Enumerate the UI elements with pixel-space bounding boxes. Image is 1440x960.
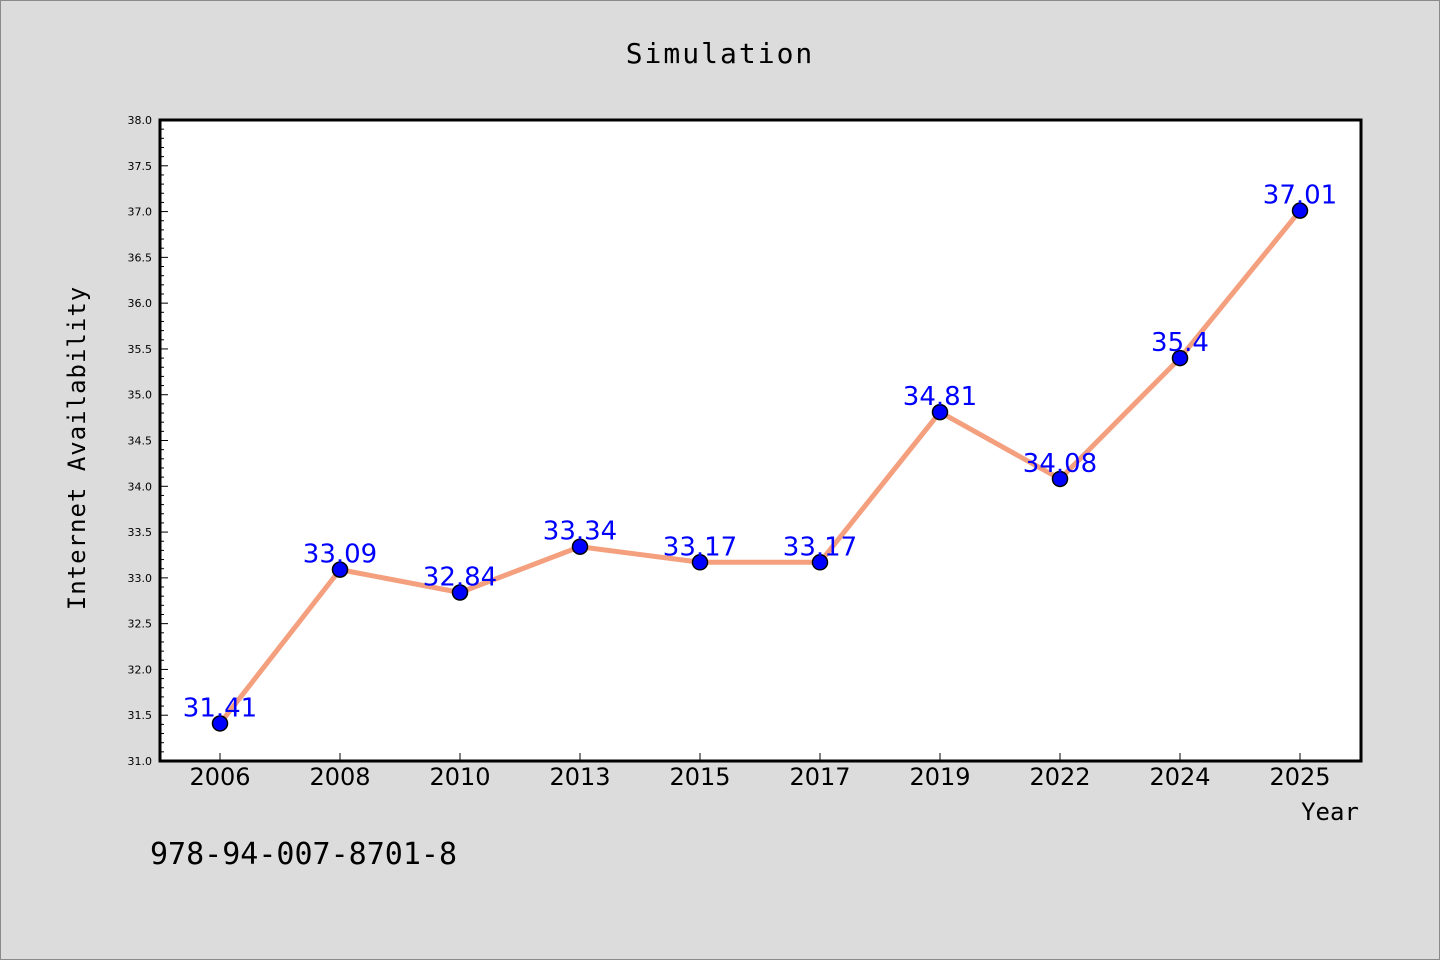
data-point — [331, 561, 349, 578]
series-path — [218, 209, 1302, 725]
y-tick-label: 32.0 — [128, 663, 153, 676]
plot-area — [160, 120, 1361, 761]
series-line: 31.41 33.09 32.84 33.34 33.17 33.17 34.81 34.08… — [183, 181, 1337, 732]
x-tick-label: 2015 — [669, 763, 730, 791]
x-tick-label: 2017 — [789, 763, 850, 791]
y-tick-label: 37.0 — [128, 206, 153, 219]
data-label: 35.4 — [1151, 328, 1209, 358]
y-tick-label: 34.0 — [128, 480, 153, 493]
data-point — [1171, 349, 1189, 367]
y-tick-label: 35.5 — [128, 343, 153, 356]
x-tick-label: 2025 — [1269, 763, 1330, 791]
y-tick-label: 32.5 — [128, 618, 153, 631]
y-tick-label: 36.5 — [128, 251, 153, 264]
x-tick-label: 2006 — [189, 763, 250, 791]
y-tick-label: 37.5 — [128, 160, 153, 173]
x-axis-label: Year — [1301, 798, 1359, 826]
x-tick-label: 2019 — [909, 763, 970, 791]
y-tick-label: 31.0 — [128, 755, 153, 768]
y-tick-label: 34.5 — [128, 435, 153, 448]
plot-frame — [158, 118, 1363, 763]
data-point — [1291, 202, 1309, 219]
data-label: 37.01 — [1263, 181, 1337, 211]
data-point — [571, 538, 589, 555]
y-tick-label: 33.0 — [128, 572, 153, 585]
data-point — [451, 584, 469, 601]
data-point — [811, 554, 829, 571]
data-label: 33.17 — [783, 532, 857, 562]
y-axis: 31.0 31.5 32.0 32.5 33.0 33.5 34.0 34.5 35.0 35.5… — [128, 114, 168, 768]
y-tick-label: 33.5 — [128, 526, 153, 539]
y-tick-label: 35.0 — [128, 389, 153, 402]
chart-title: Simulation — [626, 37, 815, 70]
x-tick-label: 2013 — [549, 763, 610, 791]
data-point — [1051, 470, 1069, 488]
data-point — [691, 554, 709, 571]
data-label: 33.34 — [543, 517, 617, 547]
x-tick-label: 2024 — [1149, 763, 1210, 791]
data-point — [931, 403, 949, 421]
y-tick-label: 38.0 — [128, 114, 153, 127]
data-point — [211, 715, 229, 732]
x-tick-label: 2010 — [429, 763, 490, 791]
x-axis: 2006 2008 2010 2013 2015 2017 2019 2022 2024 2025 — [189, 753, 1331, 791]
data-label: 33.09 — [303, 540, 377, 570]
x-tick-label: 2008 — [309, 763, 370, 791]
data-label: 33.17 — [663, 532, 737, 562]
isbn-annotation: 978-94-007-8701-8 — [150, 837, 457, 872]
y-tick-label: 31.5 — [128, 709, 153, 722]
data-label: 34.08 — [1023, 449, 1097, 479]
data-label: 34.81 — [903, 382, 977, 412]
data-label: 32.84 — [423, 563, 497, 593]
y-tick-label: 36.0 — [128, 297, 153, 310]
x-tick-label: 2022 — [1029, 763, 1090, 791]
data-label: 31.41 — [183, 693, 257, 723]
y-axis-label: Internet Availability — [63, 286, 91, 610]
